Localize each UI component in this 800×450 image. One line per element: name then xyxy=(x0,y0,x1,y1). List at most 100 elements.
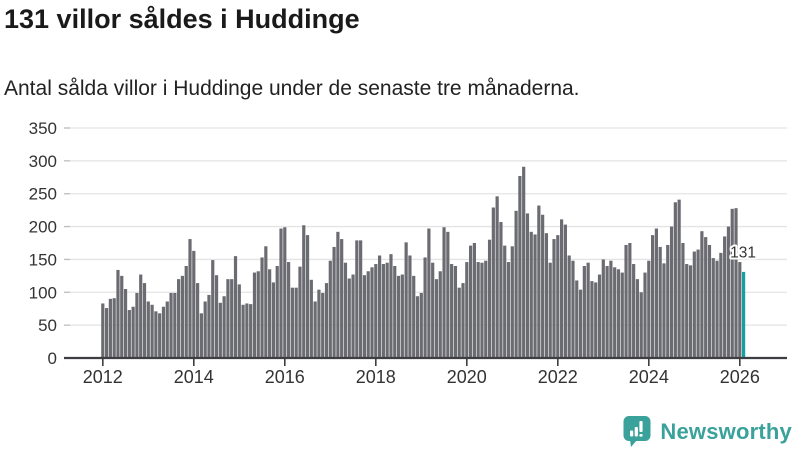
bar xyxy=(188,239,192,358)
bar xyxy=(711,258,715,358)
bar xyxy=(305,235,310,358)
bar xyxy=(662,263,666,358)
bar xyxy=(294,287,298,358)
bar xyxy=(567,255,571,358)
bar xyxy=(453,266,458,358)
bar xyxy=(241,304,245,358)
bar xyxy=(214,275,219,358)
bar xyxy=(298,266,302,358)
bar xyxy=(146,301,150,358)
bar xyxy=(628,243,632,358)
bar xyxy=(324,283,329,358)
bar xyxy=(264,246,268,358)
bar xyxy=(302,225,306,358)
bar xyxy=(529,231,533,358)
bar xyxy=(681,243,685,358)
bar xyxy=(173,292,177,358)
bar xyxy=(268,269,272,358)
bar xyxy=(669,226,674,358)
bar xyxy=(495,196,499,358)
bar xyxy=(161,306,166,358)
page-title: 131 villor såldes i Huddinge xyxy=(4,4,360,34)
bar xyxy=(290,287,294,358)
newsworthy-logo: Newsworthy xyxy=(622,415,792,448)
bar xyxy=(385,262,389,358)
bar xyxy=(734,208,738,358)
bar xyxy=(374,264,378,358)
bar xyxy=(142,283,147,358)
bar xyxy=(279,228,283,358)
x-axis-tick-label: 2026 xyxy=(720,367,760,387)
bar xyxy=(578,289,583,358)
bar xyxy=(632,264,636,358)
bar xyxy=(726,226,731,358)
bar xyxy=(101,303,105,358)
bar xyxy=(525,213,530,358)
bar xyxy=(434,279,439,358)
bar xyxy=(393,266,397,358)
bar xyxy=(605,266,609,358)
bar xyxy=(666,244,670,358)
bar xyxy=(408,255,412,358)
bar xyxy=(609,260,613,358)
y-axis-tick-label: 350 xyxy=(29,119,57,138)
bar xyxy=(127,310,131,358)
bar xyxy=(180,275,185,358)
x-axis-tick-label: 2012 xyxy=(83,367,123,387)
bar xyxy=(616,269,621,358)
bar xyxy=(597,274,602,358)
bar xyxy=(154,311,158,358)
bar xyxy=(249,304,253,358)
y-axis-tick-label: 150 xyxy=(29,250,57,269)
x-axis-tick-label: 2018 xyxy=(356,367,396,387)
y-axis-tick-label: 250 xyxy=(29,185,57,204)
bar xyxy=(226,279,230,358)
y-axis-tick-label: 50 xyxy=(38,316,57,335)
bar xyxy=(480,262,484,358)
bar xyxy=(423,257,427,358)
bar xyxy=(484,260,488,358)
bar xyxy=(233,256,238,358)
bar xyxy=(340,239,344,358)
bar xyxy=(544,233,549,358)
bar xyxy=(377,255,382,358)
bar xyxy=(613,267,617,358)
bar xyxy=(503,245,507,358)
bar xyxy=(275,266,279,358)
x-axis-tick-label: 2014 xyxy=(174,367,214,387)
bar xyxy=(510,246,514,358)
bar xyxy=(286,262,291,358)
bar xyxy=(586,262,590,358)
bar xyxy=(158,313,162,358)
bar xyxy=(499,221,503,358)
bar xyxy=(199,313,203,358)
bar xyxy=(715,260,719,358)
bar xyxy=(552,239,556,358)
bar xyxy=(704,237,708,358)
bar xyxy=(195,283,200,358)
bar xyxy=(563,224,567,358)
bar xyxy=(446,231,450,358)
bar xyxy=(328,260,332,358)
bar xyxy=(677,199,681,358)
bar xyxy=(651,235,655,358)
bar xyxy=(594,282,598,358)
bar xyxy=(556,235,560,358)
bar xyxy=(438,271,442,358)
bar xyxy=(412,275,416,358)
bar xyxy=(252,272,257,358)
bar xyxy=(658,246,662,358)
bar xyxy=(381,264,385,358)
bar xyxy=(362,275,367,358)
bar xyxy=(685,264,689,358)
bar xyxy=(647,260,651,358)
bar xyxy=(309,279,313,358)
y-axis-tick-label: 300 xyxy=(29,152,57,171)
bar xyxy=(343,262,348,358)
bar xyxy=(347,278,351,358)
bar xyxy=(366,271,370,358)
bar xyxy=(150,304,154,358)
bar xyxy=(472,243,476,358)
bar xyxy=(457,287,461,358)
